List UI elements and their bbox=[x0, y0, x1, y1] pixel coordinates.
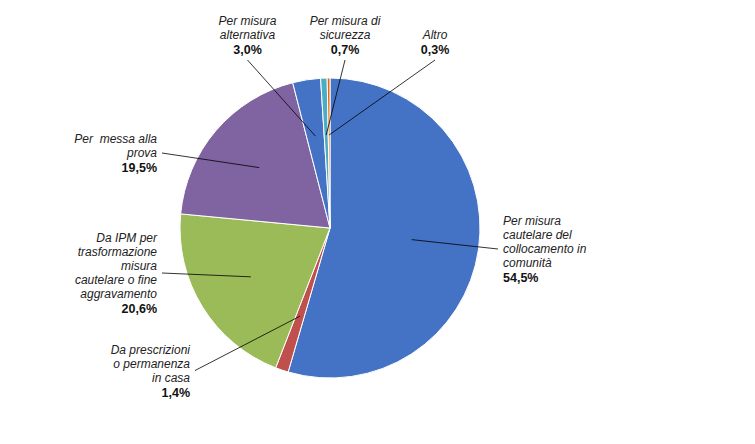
data-label: 20,6% bbox=[122, 302, 157, 316]
leader-line bbox=[248, 60, 316, 136]
leader-line bbox=[329, 60, 435, 135]
slice-label: Per misuracautelare delcollocamento inco… bbox=[503, 214, 587, 270]
pie-slice bbox=[180, 214, 330, 368]
data-label: 54,5% bbox=[503, 271, 538, 285]
slice-label: Altro bbox=[422, 28, 448, 42]
data-label: 0,7% bbox=[331, 43, 360, 57]
leader-line bbox=[326, 60, 345, 135]
slice-label: Per misuraalternativa bbox=[218, 14, 276, 42]
slice-label: Per misura disicurezza bbox=[310, 14, 381, 42]
slice-label: Da IPM pertrasformazionemisuracautelare … bbox=[75, 231, 158, 301]
pie-slice bbox=[327, 78, 330, 228]
leader-lines bbox=[162, 60, 498, 371]
data-label: 19,5% bbox=[122, 161, 157, 175]
pie bbox=[180, 78, 480, 378]
slice-label: Da prescrizionio permanenzain casa bbox=[111, 343, 191, 385]
leader-line bbox=[162, 273, 251, 277]
leader-line bbox=[162, 153, 259, 168]
chart: Per misuracautelare delcollocamento inco… bbox=[0, 0, 755, 444]
data-label: 0,3% bbox=[421, 43, 450, 57]
pie-slice bbox=[293, 78, 330, 228]
slice-label: Per messa allaprova bbox=[74, 132, 157, 160]
labels: Per misuracautelare delcollocamento inco… bbox=[74, 14, 586, 400]
data-label: 1,4% bbox=[162, 386, 191, 400]
leader-line bbox=[412, 240, 498, 249]
leader-line bbox=[195, 316, 300, 370]
data-label: 3,0% bbox=[233, 43, 262, 57]
pie-slice bbox=[321, 78, 330, 228]
